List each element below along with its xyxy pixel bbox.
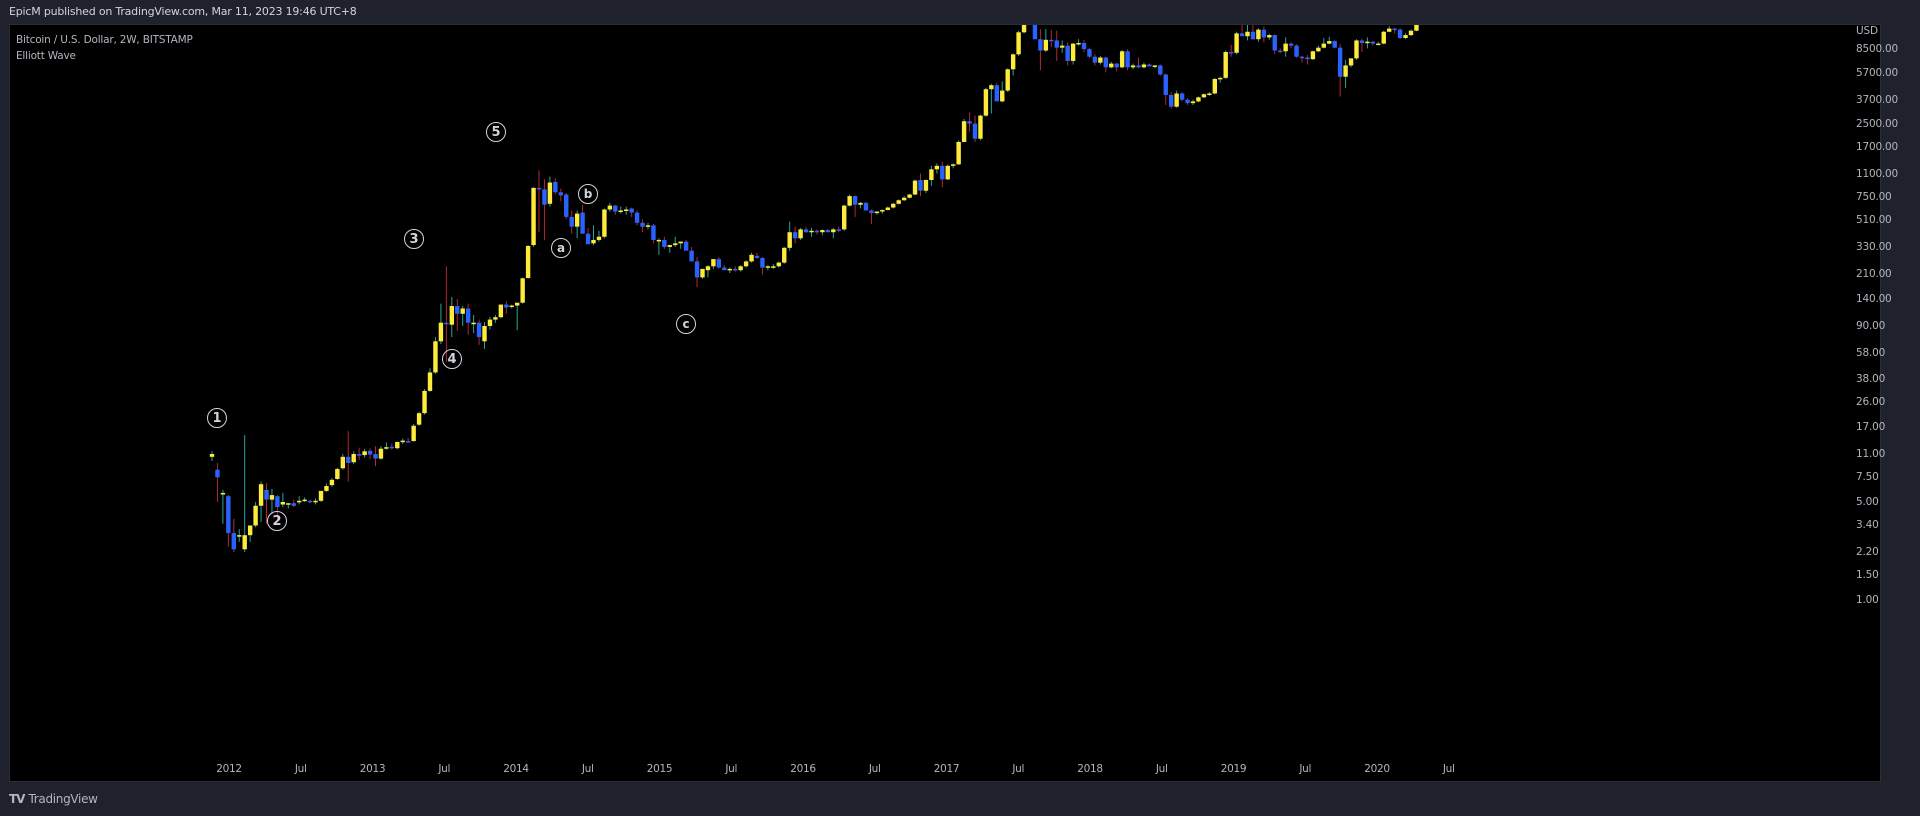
- price-tick: 210.00: [1856, 268, 1892, 281]
- price-tick: 750.00: [1856, 190, 1892, 203]
- publisher-line: EpicM published on TradingView.com, Mar …: [9, 5, 357, 18]
- chart-pane[interactable]: [9, 24, 1881, 782]
- tv-logo-icon: TV: [9, 792, 26, 806]
- price-tick: 5.00: [1856, 496, 1879, 508]
- price-tick: 510.00: [1856, 214, 1892, 227]
- time-tick: 2017: [933, 763, 960, 775]
- currency-label: USD: [1856, 25, 1878, 37]
- time-tick: Jul: [725, 763, 738, 775]
- time-tick: 2019: [1220, 763, 1247, 775]
- time-tick: 2012: [216, 763, 242, 775]
- price-tick: 17.00: [1856, 421, 1886, 434]
- time-tick: Jul: [581, 763, 594, 775]
- time-tick: Jul: [1155, 763, 1168, 775]
- price-tick: 3700.00: [1856, 93, 1899, 106]
- price-tick: 26.00: [1856, 395, 1886, 408]
- price-tick: 2500.00: [1856, 117, 1899, 130]
- price-tick: 90.00: [1856, 320, 1886, 332]
- time-tick: Jul: [294, 763, 307, 775]
- price-tick: 58.00: [1856, 346, 1886, 359]
- time-tick: Jul: [438, 763, 451, 775]
- logo-text: TradingView: [28, 792, 98, 806]
- tradingview-logo[interactable]: TV TradingView: [9, 792, 98, 806]
- price-tick: 38.00: [1856, 372, 1886, 385]
- price-axis[interactable]: USD 8500.00 5700.00 3700.00 2500.00 1700.00 1…: [1820, 24, 1898, 782]
- time-tick: 2015: [646, 763, 673, 775]
- wave-label-3[interactable]: 3: [404, 229, 424, 249]
- price-tick: 3.40: [1856, 519, 1879, 532]
- time-tick: 2013: [359, 763, 386, 775]
- price-tick: 140.00: [1856, 293, 1892, 306]
- time-tick: Jul: [868, 763, 881, 775]
- price-tick: 7.50: [1856, 471, 1879, 484]
- price-tick: 8500.00: [1856, 43, 1899, 56]
- price-tick: 330.00: [1856, 240, 1892, 253]
- wave-label-1[interactable]: 1: [207, 408, 227, 428]
- price-tick: 1100.00: [1856, 167, 1899, 180]
- price-tick: 1700.00: [1856, 141, 1899, 154]
- wave-label-5[interactable]: 5: [486, 122, 506, 142]
- price-tick: 1.00: [1856, 594, 1879, 606]
- wave-label-4[interactable]: 4: [442, 349, 462, 369]
- time-tick: 2020: [1364, 763, 1390, 775]
- price-tick: 2.20: [1856, 545, 1879, 558]
- symbol-title[interactable]: Bitcoin / U.S. Dollar, 2W, BITSTAMP: [16, 34, 193, 46]
- price-tick: 1.50: [1856, 569, 1879, 582]
- indicator-title[interactable]: Elliott Wave: [16, 50, 76, 62]
- price-tick: 5700.00: [1856, 67, 1899, 80]
- time-tick: 2016: [790, 763, 816, 775]
- wave-label-2[interactable]: 2: [267, 511, 287, 531]
- time-tick: Jul: [1012, 763, 1025, 775]
- time-tick: Jul: [1299, 763, 1312, 775]
- price-tick: 11.00: [1856, 447, 1886, 460]
- wave-label-c[interactable]: c: [676, 314, 696, 334]
- wave-label-a[interactable]: a: [551, 238, 571, 258]
- time-tick: Jul: [1442, 763, 1455, 775]
- chart-legend: Bitcoin / U.S. Dollar, 2W, BITSTAMP Elli…: [16, 32, 193, 64]
- time-tick: 2014: [503, 763, 529, 775]
- wave-label-b[interactable]: b: [578, 184, 598, 204]
- time-tick: 2018: [1077, 763, 1103, 775]
